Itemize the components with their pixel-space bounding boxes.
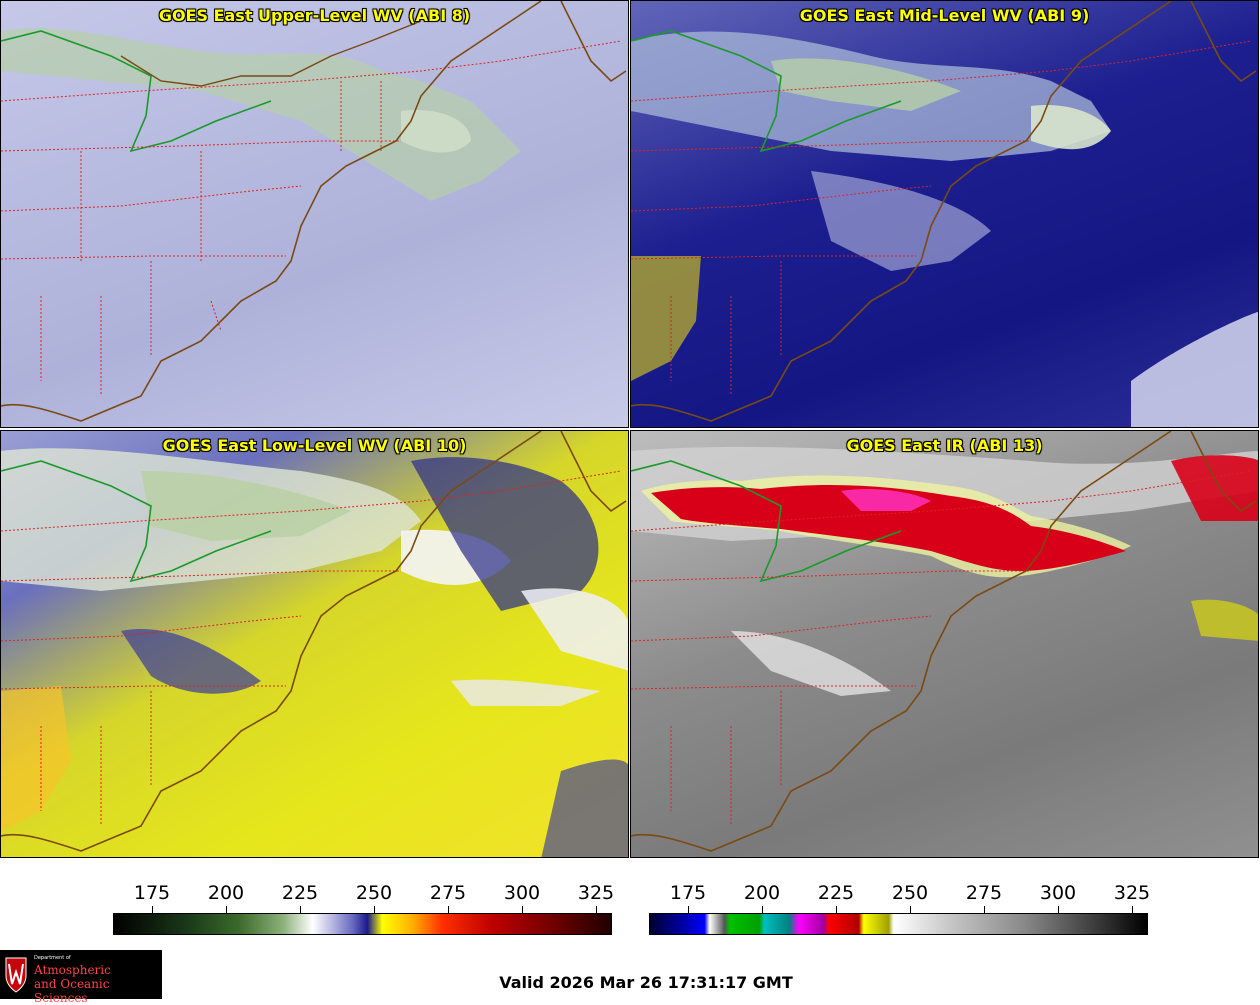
tick-label: 300 [503, 882, 541, 904]
map-ir [631, 431, 1258, 852]
tick-label: 175 [669, 882, 707, 904]
tick-label: 300 [1039, 882, 1077, 904]
tick-mark [984, 906, 985, 913]
tick-mark [300, 906, 301, 913]
colorbar-ir-ticks: 175 200 225 250 275 300 325 [649, 880, 1151, 913]
tick-label: 200 [743, 882, 781, 904]
tick-label: 175 [133, 882, 171, 904]
tick-label: 250 [891, 882, 929, 904]
department-logo: Department of Atmospheric and Oceanic Sc… [0, 950, 162, 1005]
logo-department: Department of [34, 955, 71, 961]
tick-mark [688, 906, 689, 913]
tick-mark [1132, 906, 1133, 913]
tick-mark [152, 906, 153, 913]
tick-label: 275 [429, 882, 467, 904]
tick-mark [448, 906, 449, 913]
panel-title: GOES East IR (ABI 13) [846, 436, 1043, 455]
valid-time: Valid 2026 Mar 26 17:31:17 GMT [499, 973, 793, 992]
map-low-level [1, 431, 628, 857]
tick-label: 325 [577, 882, 615, 904]
map-upper-level [1, 1, 627, 422]
tick-mark [910, 906, 911, 913]
tick-label: 225 [281, 882, 319, 904]
crest-icon [5, 957, 27, 993]
colorbar-wv-ticks: 175 200 225 250 275 300 325 [113, 880, 615, 913]
tick-mark [836, 906, 837, 913]
tick-label: 275 [965, 882, 1003, 904]
panel-upper-level-wv: GOES East Upper-Level WV (ABI 8) [0, 0, 629, 428]
panel-title: GOES East Mid-Level WV (ABI 9) [799, 6, 1090, 25]
panel-ir: GOES East IR (ABI 13) [630, 430, 1259, 858]
panel-title: GOES East Low-Level WV (ABI 10) [162, 436, 467, 455]
tick-label: 325 [1113, 882, 1151, 904]
map-mid-level [631, 1, 1258, 427]
tick-label: 200 [207, 882, 245, 904]
panel-title: GOES East Upper-Level WV (ABI 8) [158, 6, 471, 25]
panel-mid-level-wv: GOES East Mid-Level WV (ABI 9) [630, 0, 1259, 428]
tick-mark [596, 906, 597, 913]
logo-line1: Atmospheric [34, 963, 111, 977]
panel-low-level-wv: GOES East Low-Level WV (ABI 10) [0, 430, 629, 858]
tick-mark [374, 906, 375, 913]
tick-label: 250 [355, 882, 393, 904]
tick-mark [522, 906, 523, 913]
tick-label: 225 [817, 882, 855, 904]
tick-mark [226, 906, 227, 913]
colorbar-ir [649, 913, 1148, 935]
tick-mark [762, 906, 763, 913]
colorbar-wv [113, 913, 612, 935]
tick-mark [1058, 906, 1059, 913]
